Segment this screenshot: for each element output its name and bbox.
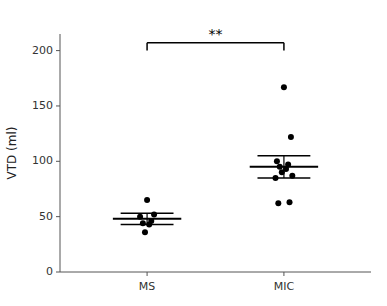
- y-axis-label: VTD (ml): [5, 127, 19, 180]
- x-tick-label: MIC: [274, 280, 295, 293]
- y-tick-label: 50: [39, 210, 53, 223]
- error-low-line: [121, 224, 174, 226]
- mean-line: [113, 218, 181, 220]
- y-tick-label: 100: [32, 154, 53, 167]
- bracket-drop: [283, 43, 285, 51]
- data-marks: [113, 84, 318, 235]
- x-tick: [283, 272, 284, 276]
- x-tick-label: MS: [139, 280, 155, 293]
- significance-text: **: [209, 26, 223, 42]
- bracket-drop: [146, 43, 148, 51]
- bracket-bar: [147, 42, 284, 44]
- axes: 0 50 100 150 200 MS MIC: [32, 34, 371, 293]
- y-axis-line: [60, 34, 61, 272]
- y-tick-label: 0: [46, 265, 53, 278]
- y-tick: [56, 272, 60, 273]
- point: [151, 211, 157, 217]
- y-tick-label: 150: [32, 99, 53, 112]
- point: [140, 220, 146, 226]
- point: [287, 199, 293, 205]
- x-tick: [147, 272, 148, 276]
- y-tick: [56, 105, 60, 106]
- y-tick: [56, 161, 60, 162]
- mean-line: [250, 166, 318, 168]
- x-axis-line: [60, 272, 371, 273]
- point: [142, 229, 148, 235]
- point: [288, 134, 294, 140]
- point: [274, 158, 280, 164]
- chart: 0 50 100 150 200 MS MIC VTD (ml) **: [0, 0, 387, 306]
- point: [144, 197, 150, 203]
- y-tick: [56, 50, 60, 51]
- significance: **: [147, 26, 284, 51]
- error-high-line: [121, 213, 174, 215]
- point: [275, 200, 281, 206]
- error-low-line: [257, 177, 310, 179]
- point: [281, 84, 287, 90]
- y-tick-label: 200: [32, 44, 53, 57]
- y-tick: [56, 216, 60, 217]
- chart-container: 0 50 100 150 200 MS MIC VTD (ml) **: [0, 0, 387, 306]
- error-high-line: [257, 155, 310, 157]
